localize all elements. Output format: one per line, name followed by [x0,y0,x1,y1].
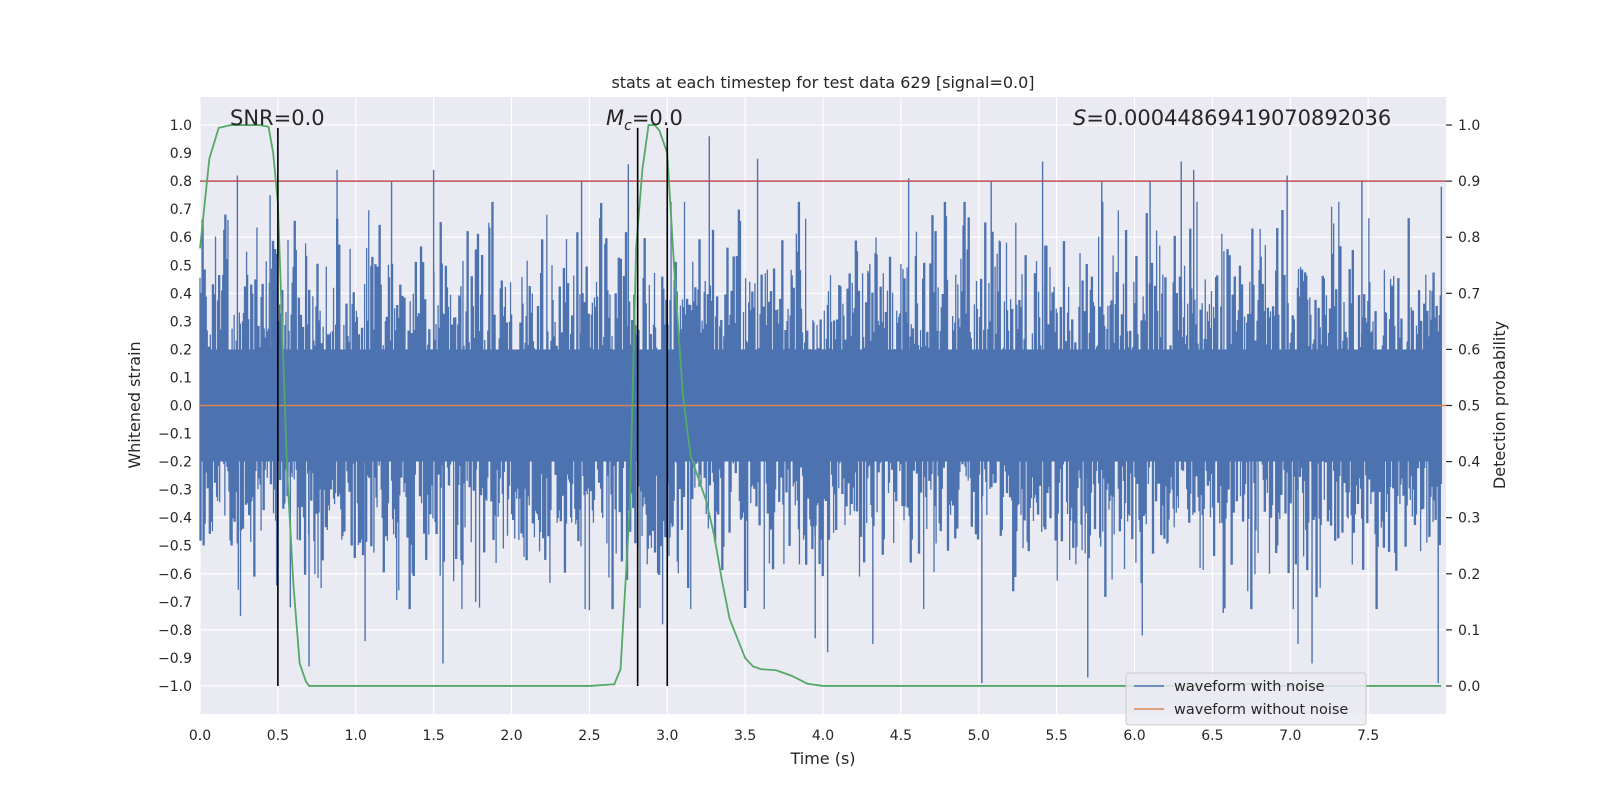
x-tick-label-6: 3.0 [656,728,678,744]
y-tick-label-5: 0.5 [170,258,192,274]
x-tick-label-5: 2.5 [578,728,600,744]
y-tick-label-16: −0.6 [158,567,192,583]
y2-tick-label-8: 0.2 [1458,567,1480,583]
y2-tick-label-2: 0.8 [1458,230,1480,246]
x-tick-label-14: 7.0 [1279,728,1301,744]
x-tick-label-7: 3.5 [734,728,756,744]
x-tick-label-10: 5.0 [968,728,990,744]
y-tick-label-13: −0.3 [158,483,192,499]
x-tick-label-9: 4.5 [890,728,912,744]
y-tick-label-17: −0.7 [158,595,192,611]
y2-tick-label-3: 0.7 [1458,286,1480,302]
y-axis-label: Whitened strain [125,341,144,468]
y-tick-label-9: 0.1 [170,370,192,386]
x-tick-label-12: 6.0 [1123,728,1145,744]
y-tick-label-14: −0.4 [158,511,192,527]
y2-tick-label-10: 0.0 [1458,679,1480,695]
y-tick-label-18: −0.8 [158,623,192,639]
annotation-mc-subscript: c [624,118,632,134]
y-tick-label-2: 0.8 [170,174,192,190]
x-axis-label: Time (s) [789,749,855,768]
y-tick-label-4: 0.6 [170,230,192,246]
y-tick-label-15: −0.5 [158,539,192,555]
y-tick-label-20: −1.0 [158,679,192,695]
annotation-s-symbol: S [1073,106,1086,130]
y-tick-label-7: 0.3 [170,314,192,330]
x-tick-label-4: 2.0 [500,728,522,744]
annotation-mc-symbol: M [606,106,624,130]
y-axis-ticks: 1.0 0.9 0.8 0.7 0.6 0.5 0.4 0.3 0.2 0.1 0.0 −0.1 −0.… [158,118,192,695]
y2-tick-label-9: 0.1 [1458,623,1480,639]
y-tick-label-1: 0.9 [170,146,192,162]
y-tick-label-0: 1.0 [170,118,192,134]
legend: waveform with noise waveform without noi… [1125,672,1367,726]
y-tick-label-3: 0.7 [170,202,192,218]
y-tick-label-12: −0.2 [158,455,192,471]
chart-title: stats at each timestep for test data 629… [611,73,1034,92]
y-tick-label-10: 0.0 [170,399,192,415]
y2-tick-label-4: 0.6 [1458,342,1480,358]
x-axis-ticks: 0.0 0.5 1.0 1.5 2.0 2.5 3.0 3.5 4.0 4.5 5.0 5.5 6.0 6… [189,728,1379,744]
y2-tick-label-6: 0.4 [1458,455,1480,471]
y-tick-label-19: −0.9 [158,651,192,667]
legend-label-noise: waveform with noise [1174,679,1325,695]
x-tick-label-3: 1.5 [422,728,444,744]
x-tick-label-11: 5.5 [1045,728,1067,744]
y-tick-label-8: 0.2 [170,342,192,358]
y2-tick-label-5: 0.5 [1458,399,1480,415]
legend-label-clean: waveform without noise [1174,702,1348,718]
legend-box [1125,672,1367,726]
x-tick-label-0: 0.0 [189,728,211,744]
x-tick-label-8: 4.0 [812,728,834,744]
y2-tick-label-1: 0.9 [1458,174,1480,190]
y2-axis-label: Detection probability [1490,321,1509,489]
y2-tick-label-0: 1.0 [1458,118,1480,134]
probability-line [199,124,1442,687]
vertical-markers [277,127,669,686]
annotation-mc: Mc=0.0 [606,106,683,134]
annotation-snr: SNR=0.0 [230,106,325,130]
x-tick-label-1: 0.5 [267,728,289,744]
annotation-s: S=0.0004486941907089203​6 [1073,106,1391,130]
x-tick-label-2: 1.0 [345,728,367,744]
annotation-s-value: =0.0004486941907089203​6 [1086,106,1391,130]
x-tick-label-13: 6.5 [1201,728,1223,744]
y-tick-label-6: 0.4 [170,286,192,302]
y2-tick-label-7: 0.3 [1458,511,1480,527]
y-tick-label-11: −0.1 [158,427,192,443]
annotation-mc-value: =0.0 [632,106,683,130]
y2-axis-ticks: 1.0 0.9 0.8 0.7 0.6 0.5 0.4 0.3 0.2 0.1 0.0 [1446,118,1480,695]
x-tick-label-15: 7.5 [1357,728,1379,744]
series-detection-probability [199,124,1442,687]
